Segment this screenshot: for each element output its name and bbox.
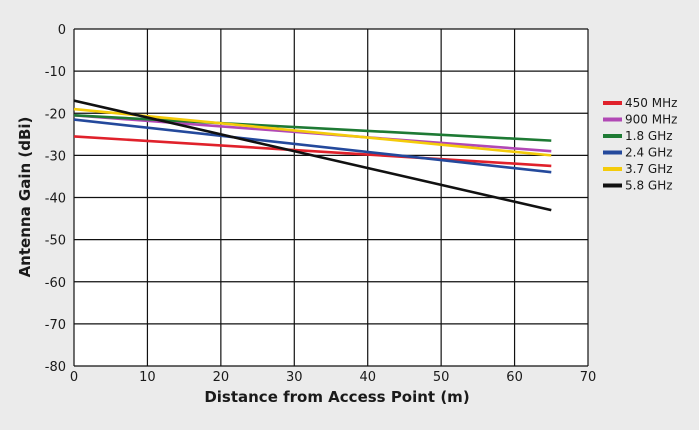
series-line: [73, 135, 552, 168]
x-tick-label: 20: [213, 370, 230, 385]
series-line: [73, 107, 552, 157]
x-tick-label: 30: [286, 370, 303, 385]
x-axis-title: Distance from Access Point (m): [204, 388, 469, 406]
legend-label: 5.8 GHz: [625, 179, 673, 193]
y-tick-label: -50: [45, 234, 66, 249]
x-tick-label: 10: [139, 370, 156, 385]
x-tick-label: 0: [70, 370, 78, 385]
series-lines: [73, 99, 552, 212]
series-line: [73, 99, 552, 212]
y-tick-label: -80: [45, 360, 66, 375]
y-tick-label: -40: [45, 192, 66, 207]
series-line: [73, 118, 552, 174]
legend-label: 3.7 GHz: [625, 162, 673, 176]
legend-label: 1.8 GHz: [625, 129, 673, 143]
x-tick-labels: 0 10 20 30 40 50 60 70: [70, 370, 596, 385]
x-tick-label: 70: [580, 370, 597, 385]
y-tick-label: -60: [45, 276, 66, 291]
y-tick-label: -70: [45, 318, 66, 333]
legend-label: 2.4 GHz: [625, 146, 673, 160]
x-tick-label: 50: [433, 370, 450, 385]
y-tick-labels: 0 -10 -20 -30 -40 -50 -60 -70 -80: [45, 23, 66, 375]
legend: 450 MHz 900 MHz 1.8 GHz 2.4 GHz 3.7 GHz 5.8 G…: [603, 96, 677, 193]
y-axis-title: Antenna Gain (dBi): [16, 117, 34, 278]
legend-label: 900 MHz: [625, 113, 677, 127]
x-tick-label: 60: [506, 370, 523, 385]
y-tick-label: 0: [58, 23, 66, 38]
y-tick-label: -10: [45, 65, 66, 80]
y-tick-label: -20: [45, 107, 66, 122]
grid: [73, 28, 589, 367]
legend-label: 450 MHz: [625, 96, 677, 110]
y-tick-label: -30: [45, 149, 66, 164]
x-tick-label: 40: [359, 370, 376, 385]
